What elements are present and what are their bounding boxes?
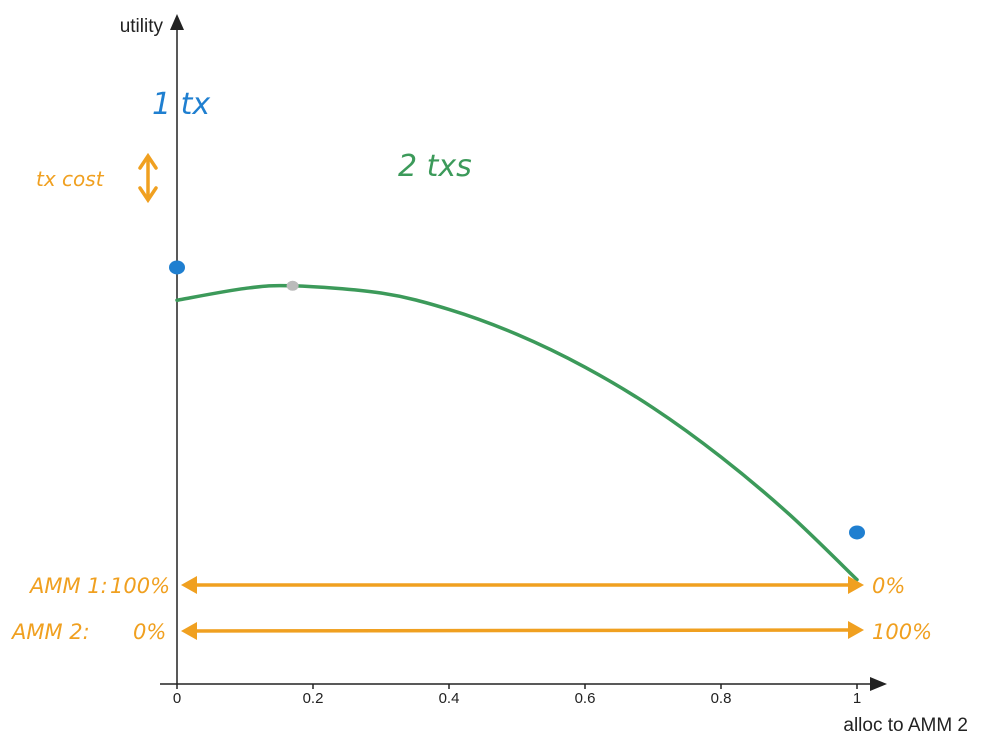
x-tick-label: 0.2 xyxy=(303,690,324,707)
y-axis-arrow xyxy=(170,14,184,30)
x-tick-label: 0.8 xyxy=(711,690,732,707)
annotation-one-tx: 1 tx xyxy=(152,87,210,122)
x-tick-label: 1 xyxy=(853,690,861,707)
x-axis-label: alloc to AMM 2 xyxy=(843,715,968,736)
x-tick-label: 0.4 xyxy=(439,690,460,707)
x-axis-arrow xyxy=(870,677,887,691)
tx-cost-arrow xyxy=(138,152,158,204)
amm2-arrow xyxy=(181,621,864,640)
amm1-arrow xyxy=(181,576,864,594)
amm1-right-value: 0% xyxy=(872,574,905,598)
amm1-left-value: 100% xyxy=(110,574,170,598)
x-tick-label: 0.6 xyxy=(575,690,596,707)
point-one-tx-0 xyxy=(169,260,185,275)
y-axis-label: utility xyxy=(120,16,164,37)
annotation-tx-cost: tx cost xyxy=(36,167,105,191)
point-one-tx-1 xyxy=(849,525,865,540)
amm2-label: AMM 2: xyxy=(10,620,90,644)
x-tick-label: 0 xyxy=(173,690,181,707)
amm2-right-value: 100% xyxy=(872,620,932,644)
series-line-2-txs xyxy=(175,283,859,582)
point-peak xyxy=(286,280,299,291)
amm2-left-value: 0% xyxy=(133,620,166,644)
amm1-label: AMM 1: xyxy=(28,574,108,598)
annotation-two-txs: 2 txs xyxy=(398,149,472,184)
data-points xyxy=(169,260,865,540)
axes: utility alloc to AMM 2 xyxy=(120,14,968,736)
x-ticks: 0 0.2 0.4 0.6 0.8 1 xyxy=(173,684,861,707)
